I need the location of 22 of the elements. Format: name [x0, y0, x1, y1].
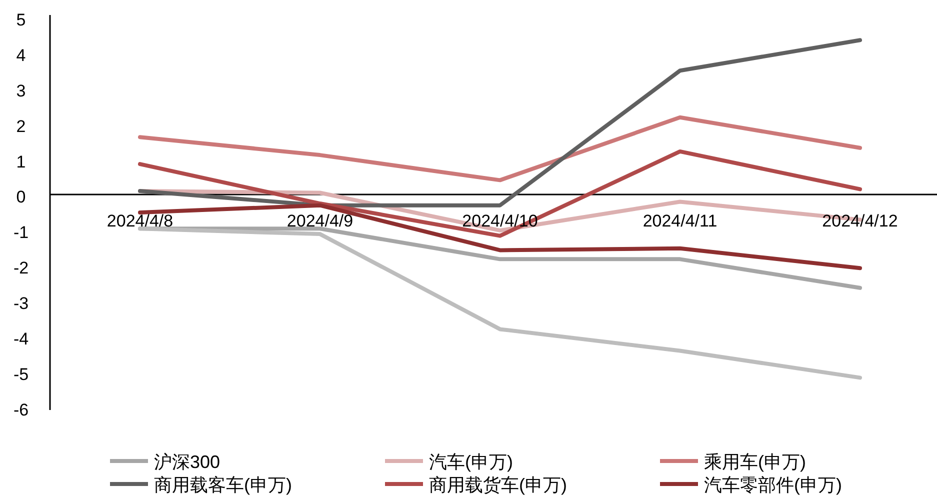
legend-label: 汽车零部件(申万)	[704, 475, 842, 495]
y-tick-label: -1	[13, 223, 29, 242]
x-tick-label: 2024/4/12	[822, 212, 898, 231]
y-tick-label: 0	[16, 188, 26, 207]
y-tick-label: -5	[13, 364, 29, 384]
y-tick-label: 5	[16, 10, 26, 30]
y-tick-label: 1	[16, 152, 26, 172]
x-tick-label: 2024/4/11	[642, 212, 718, 231]
y-tick-label: 3	[16, 81, 26, 100]
x-tick-label: 2024/4/9	[286, 212, 354, 231]
y-tick-label: -2	[13, 258, 29, 278]
y-tick-label: -4	[13, 329, 29, 348]
y-tick-label: -6	[13, 400, 29, 420]
legend-label: 商用载客车(申万)	[154, 475, 292, 495]
y-tick-label: 2	[16, 116, 26, 136]
legend-label: 乘用车(申万)	[704, 452, 806, 472]
legend-label: 汽车(申万)	[429, 452, 513, 472]
y-tick-label: -3	[13, 294, 29, 314]
x-tick-label: 2024/4/8	[106, 212, 174, 231]
legend-label: 商用载货车(申万)	[429, 475, 567, 495]
legend-label: 沪深300	[154, 452, 220, 472]
y-tick-label: 4	[16, 46, 26, 66]
